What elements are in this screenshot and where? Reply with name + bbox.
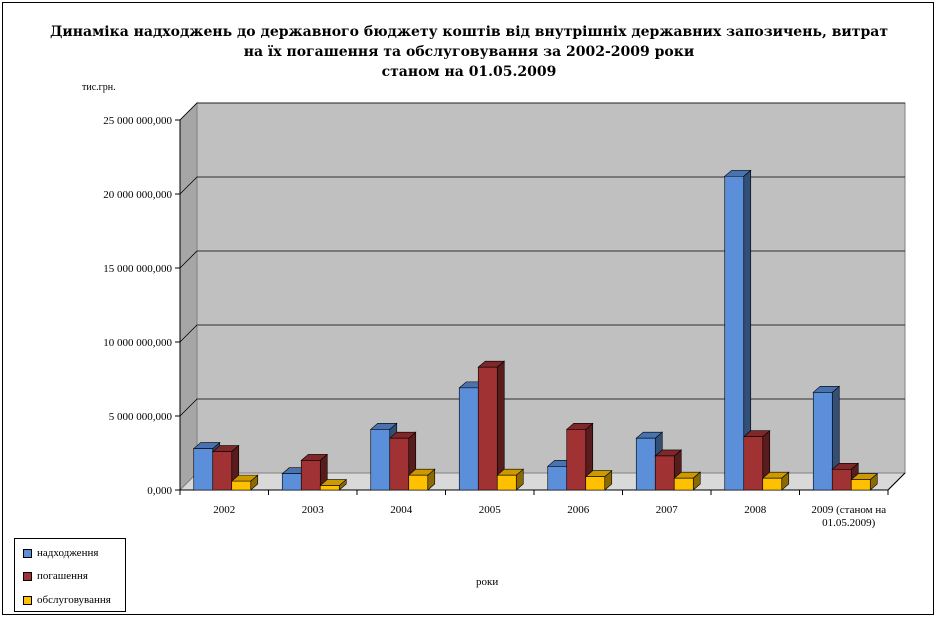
y-tick-label: 10 000 000,000 — [103, 337, 172, 349]
bar-1-8 — [812, 385, 841, 491]
x-tick-label: 2008 — [744, 504, 767, 516]
x-tick-label: 2005 — [479, 504, 502, 516]
bar-2-1 — [211, 444, 240, 491]
x-axis-title: роки — [476, 576, 499, 588]
legend-item-series-1: надходження — [23, 546, 98, 560]
gridline — [179, 324, 905, 343]
x-tick-label: 2006 — [567, 504, 590, 516]
bar-2-5 — [565, 422, 594, 491]
bar-1-7 — [723, 169, 752, 491]
plot-back-wall — [196, 102, 906, 474]
x-tick-label: 2009 (станом на — [811, 504, 886, 516]
y-tick-label: 15 000 000,000 — [103, 263, 172, 275]
legend-swatch-series-3 — [23, 595, 32, 605]
bar-3-1 — [230, 474, 259, 491]
y-axis-unit-label: тис.грн. — [82, 82, 116, 93]
legend-item-series-3: обслуговування — [23, 593, 111, 607]
legend-label-series-2: погашення — [37, 570, 88, 582]
gridline — [179, 102, 905, 121]
y-tick-label: 25 000 000,000 — [103, 115, 172, 127]
bar-3-4 — [496, 468, 525, 491]
gridline — [179, 176, 905, 195]
bar-3-7 — [761, 471, 790, 491]
bar-2-3 — [388, 431, 417, 491]
legend: надходження погашення обслуговування — [14, 538, 126, 612]
chart-title-line-3: станом на 01.05.2009 — [381, 64, 557, 80]
plot-side-wall — [179, 101, 198, 492]
bar-3-3 — [407, 468, 436, 491]
chart-title-line-2: на їх погашення та обслуговування за 200… — [243, 44, 695, 60]
bar-3-8 — [850, 472, 879, 491]
legend-label-series-1: надходження — [37, 547, 99, 559]
bar-3-6 — [673, 471, 702, 491]
x-tick-label: 2003 — [302, 504, 325, 516]
legend-swatch-series-1 — [23, 548, 32, 558]
bar-3-2 — [319, 478, 348, 491]
gridline — [179, 398, 905, 417]
x-tick-label: 2004 — [390, 504, 413, 516]
y-tick-label: 0,000 — [147, 485, 172, 497]
legend-item-series-2: погашення — [23, 569, 88, 583]
x-tick-label: 01.05.2009) — [822, 517, 876, 529]
y-tick-label: 5 000 000,000 — [109, 411, 173, 423]
chart-title-line-1: Динаміка надходжень до державного бюджет… — [49, 24, 889, 40]
x-tick-label: 2007 — [656, 504, 679, 516]
legend-label-series-3: обслуговування — [37, 594, 111, 606]
gridline — [179, 250, 905, 269]
y-tick-label: 20 000 000,000 — [103, 189, 172, 201]
x-axis-depth-edge — [887, 472, 906, 491]
bar-2-4 — [477, 360, 506, 491]
x-tick-label: 2002 — [213, 504, 235, 516]
legend-swatch-series-2 — [23, 571, 32, 581]
bar-3-5 — [584, 470, 613, 491]
